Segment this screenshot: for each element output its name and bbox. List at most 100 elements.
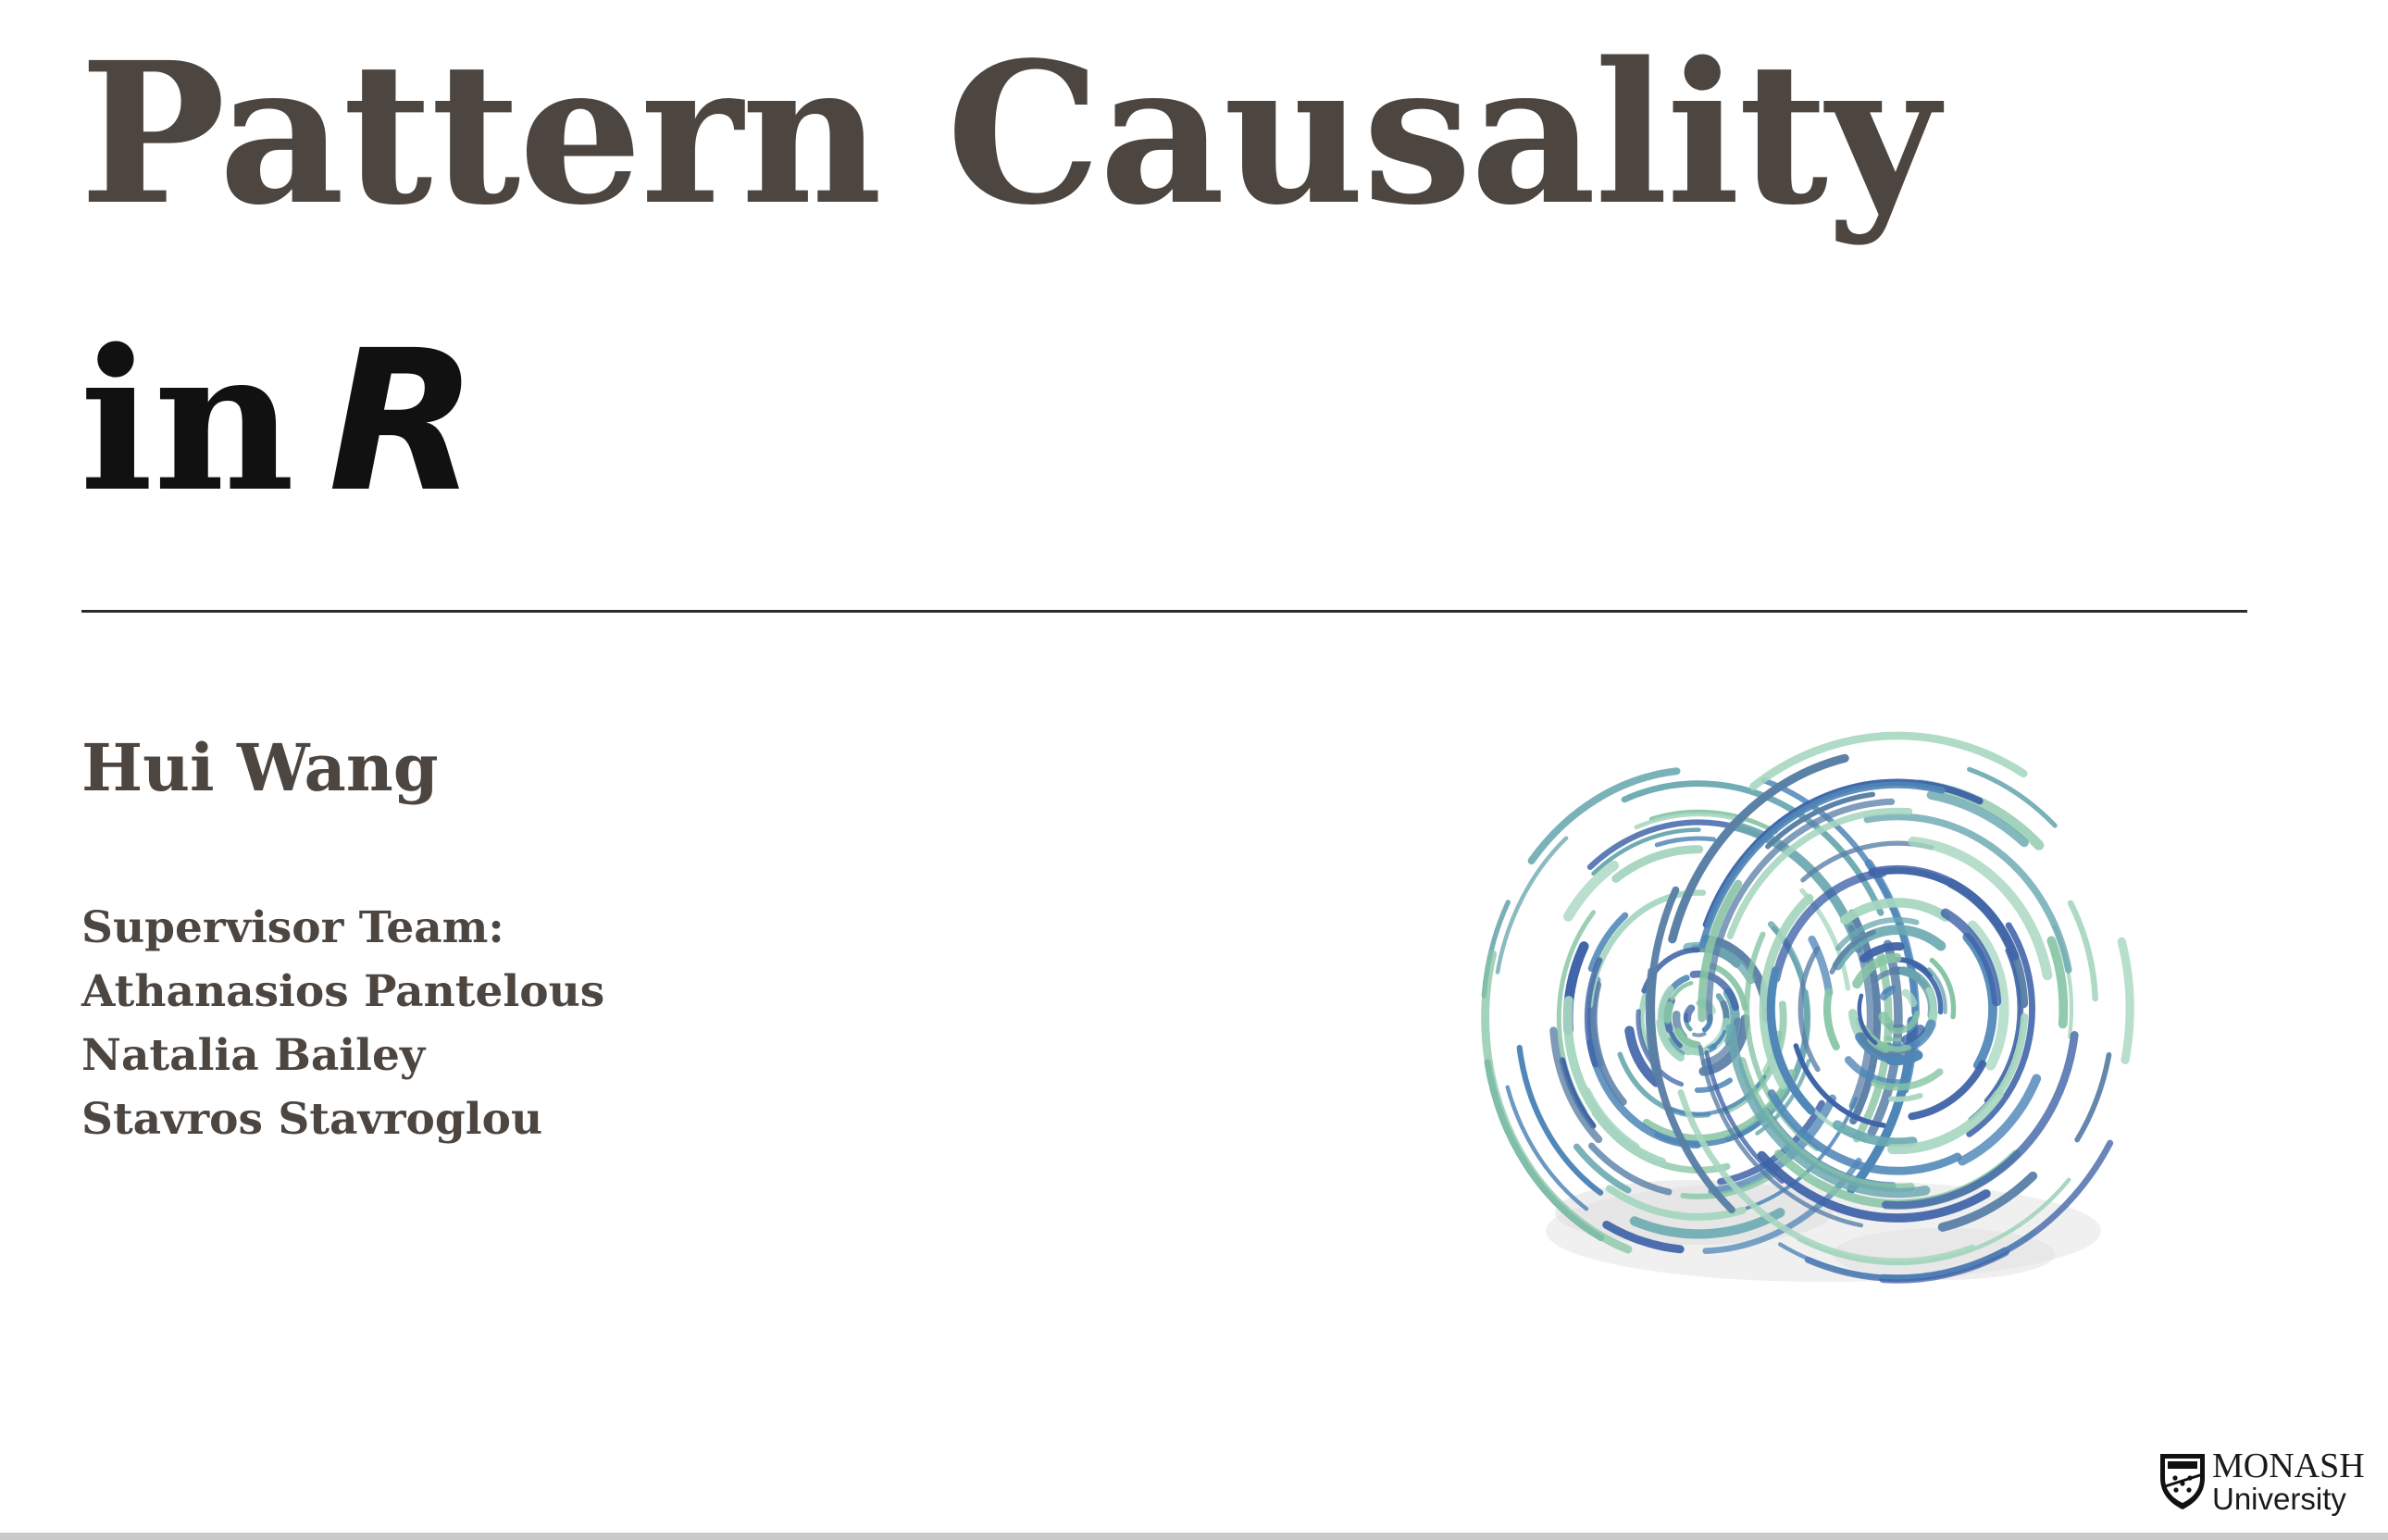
swirl-stroke <box>1698 1045 1864 1228</box>
swirl-stroke <box>1481 950 1633 1254</box>
swirl-stroke <box>1726 807 1913 939</box>
swirl-stroke <box>1584 957 1603 1068</box>
swirl-stroke <box>1692 1031 1707 1037</box>
swirl-stroke <box>1516 1045 1604 1196</box>
swirl-stroke <box>1602 1220 1685 1254</box>
supervisor-name: Athanasios Pantelous <box>81 966 605 1017</box>
swirl-stroke <box>1984 948 2021 1103</box>
swirl-stroke <box>1937 1171 2038 1232</box>
swirl-stroke <box>1642 1069 1797 1143</box>
swirl-stroke <box>1527 767 1681 865</box>
swirl-stroke <box>1767 1089 1962 1175</box>
swirl-stroke <box>1996 1012 2029 1095</box>
swirl-stroke <box>1882 985 1897 995</box>
swirl-stroke <box>1927 967 1947 1014</box>
swirl-stroke <box>1505 1085 1589 1211</box>
swirl-stroke <box>1495 836 1569 975</box>
swirl-stroke <box>1859 942 1905 963</box>
swirl-stroke <box>1683 1004 1696 1024</box>
swirl-stroke <box>1863 813 2072 974</box>
swirl-stroke <box>1844 1056 1903 1087</box>
swirl-stroke <box>1588 1142 1673 1196</box>
swirl-stroke <box>1808 935 1834 997</box>
swirl-stroke <box>1562 996 1667 1167</box>
title-divider <box>81 610 2247 613</box>
swirl-stroke <box>1587 912 1629 973</box>
author-name: Hui Wang <box>81 729 439 806</box>
slide-title-line1: Pattern Causality <box>80 19 1939 248</box>
slide-title-line2: in R <box>80 324 478 519</box>
swirl-stroke <box>1668 753 1849 944</box>
swirl-stroke <box>1666 1037 1685 1057</box>
swirl-stroke <box>1725 1024 1931 1198</box>
swirl-stroke <box>1908 836 2053 981</box>
swirl-stroke <box>1847 925 1873 1110</box>
swirl-stroke <box>1677 1089 1976 1265</box>
swirl-stroke <box>1967 766 2058 828</box>
swirl-stroke <box>1887 1088 2004 1155</box>
swirl-stroke <box>1573 1143 1632 1194</box>
swirl-stroke <box>1674 1027 1701 1049</box>
swirl-stroke <box>1728 820 1863 953</box>
monash-university-logo: MONASH University <box>2157 1448 2371 1515</box>
swirl-stroke <box>1766 966 1816 1115</box>
swirl-stroke <box>1549 1026 1603 1144</box>
swirl-stroke <box>1857 993 1878 1046</box>
swirl-stroke <box>2067 900 2098 1002</box>
swirl-stroke <box>1772 868 1887 983</box>
swirl-stroke <box>2117 937 2134 1064</box>
supervisor-list: Supervisor Team: Athanasios Pantelous Na… <box>81 896 604 1151</box>
swirl-stroke <box>1634 812 1746 830</box>
swirl-stroke <box>1709 962 1748 1012</box>
swirl-stroke <box>1648 809 1778 835</box>
swirl-stroke <box>1611 845 1704 883</box>
logo-line1: MONASH <box>2212 1447 2365 1485</box>
swirl-stroke <box>1698 781 1946 949</box>
swirl-stroke <box>1629 1208 1785 1239</box>
swirl-stroke <box>1621 780 1884 916</box>
swirl-stroke <box>1683 941 1756 985</box>
monash-crest-icon <box>2160 1454 2205 1509</box>
swirl-stroke <box>1778 1230 2035 1280</box>
swirl-stroke <box>1839 898 1951 925</box>
logo-line2: University <box>2212 1482 2346 1516</box>
swirl-stroke <box>1656 1018 1685 1062</box>
swirl-stroke <box>1888 1011 1921 1035</box>
swirl-stroke <box>1624 1025 1661 1087</box>
title-emphasis-r: R <box>328 308 479 535</box>
swirl-stroke <box>2074 1051 2112 1143</box>
swirl-stroke <box>1562 860 1620 922</box>
swirl-stroke <box>1884 1036 1905 1042</box>
swirl-stroke <box>1829 929 1876 975</box>
swirl-stroke <box>1590 981 1627 1106</box>
swirl-stroke <box>1835 916 1920 951</box>
swirl-stroke <box>1885 1050 1923 1066</box>
swirl-stroke <box>1765 791 1875 850</box>
swirl-stroke <box>1888 1092 1923 1102</box>
logo-text: MONASH University <box>2212 1448 2365 1514</box>
slide-bottom-edge <box>0 1533 2388 1540</box>
swirl-stroke <box>1901 1025 1925 1045</box>
swirl-stroke <box>1749 731 2028 790</box>
swirl-stroke <box>1908 1060 1987 1121</box>
swirl-stroke <box>1822 987 1840 1051</box>
lorenz-attractor-swirl-icon <box>1481 731 2134 1284</box>
swirl-stroke <box>1669 1031 1683 1049</box>
swirl-stroke <box>1882 1031 2079 1210</box>
swirl-stroke <box>1958 1074 2042 1166</box>
swirl-stroke <box>1878 1012 1895 1029</box>
swirl-stroke <box>1929 957 1957 1020</box>
swirl-stroke <box>1793 1043 1886 1128</box>
swirl-stroke <box>1868 864 2020 961</box>
swirl-stroke <box>1926 790 2029 848</box>
swirl-stroke <box>1757 1150 1991 1223</box>
swirl-stroke <box>1940 908 2002 1007</box>
swirl-stroke <box>1871 1068 1944 1091</box>
swirl-stroke <box>1967 920 2009 1071</box>
swirl-stroke <box>1605 1185 1747 1221</box>
swirl-stroke <box>1670 980 1694 1001</box>
swirl-stroke <box>1706 798 1896 1023</box>
supervisor-name: Natalia Bailey <box>81 1030 426 1081</box>
supervisor-name: Stavros Stavroglou <box>81 1094 543 1145</box>
